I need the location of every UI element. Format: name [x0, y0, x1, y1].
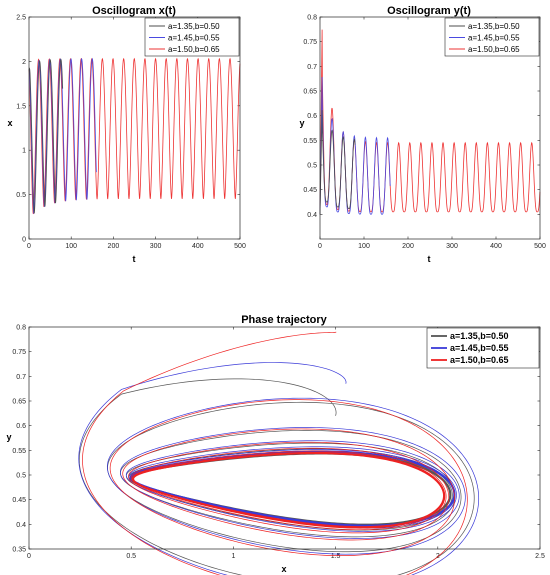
- y-axis-label: x: [7, 118, 12, 128]
- y-tick-label: 0.6: [16, 423, 26, 430]
- y-tick-label: 1: [22, 148, 26, 155]
- series-line: [319, 110, 356, 215]
- x-tick-label: 0.5: [126, 553, 136, 560]
- x-tick-label: 300: [150, 243, 162, 250]
- legend-entry: a=1.50,b=0.65: [450, 355, 509, 365]
- x-tick-label: 100: [65, 243, 77, 250]
- series-line: [28, 57, 97, 214]
- y-tick-label: 0.7: [16, 374, 26, 381]
- y-tick-label: 0.45: [12, 497, 26, 504]
- legend-entry: a=1.45,b=0.55: [468, 34, 520, 43]
- chart-phase-trajectory: Phase trajectory x y 0 0.5 1 1.5 2 2.50.350.4…: [6, 314, 545, 575]
- legend-entry: a=1.50,b=0.65: [468, 45, 520, 54]
- chart-title: Phase trajectory: [241, 314, 327, 326]
- x-tick-label: 400: [490, 243, 502, 250]
- x-tick-label: 0: [27, 553, 31, 560]
- y-tick-label: 0.8: [16, 325, 26, 332]
- y-tick-label: 0.6: [307, 113, 317, 120]
- y-axis-label: y: [6, 432, 11, 442]
- limit-cycle: [132, 452, 445, 528]
- legend-entry: a=1.35,b=0.50: [450, 331, 509, 341]
- x-axis-label: t: [428, 254, 431, 264]
- x-tick-label: 0: [27, 243, 31, 250]
- x-axis-label: t: [133, 254, 136, 264]
- x-tick-label: 200: [402, 243, 414, 250]
- x-tick-label: 0: [318, 243, 322, 250]
- legend-entry: a=1.45,b=0.55: [168, 34, 220, 43]
- y-tick-label: 0.35: [12, 547, 26, 554]
- chart-oscillogram-x: Oscillogram x(t) t x 0 100 200 300 400 500 0 0.…: [7, 5, 245, 264]
- y-tick-label: 2: [22, 59, 26, 66]
- y-tick-label: 2.5: [16, 15, 26, 22]
- y-tick-label: 1.5: [16, 103, 26, 110]
- y-tick-label: 0.55: [12, 448, 26, 455]
- axes-frame: [319, 16, 541, 240]
- y-tick-label: 0: [22, 237, 26, 244]
- series-line: [28, 58, 64, 214]
- y-tick-label: 0.5: [307, 163, 317, 170]
- y-tick-label: 0.65: [303, 89, 317, 96]
- y-tick-label: 0.45: [303, 187, 317, 194]
- x-tick-label: 100: [358, 243, 370, 250]
- axes-frame: [28, 326, 541, 550]
- x-tick-label: 300: [446, 243, 458, 250]
- x-axis-label: x: [281, 564, 286, 574]
- chart-oscillogram-y: Oscillogram y(t) t y 0 100 200 300 400 500 0.4…: [299, 5, 545, 264]
- x-tick-label: 1: [231, 553, 235, 560]
- chart-title: Oscillogram y(t): [387, 5, 471, 17]
- y-tick-label: 0.7: [307, 64, 317, 71]
- legend-entry: a=1.35,b=0.50: [468, 22, 520, 31]
- y-tick-label: 0.8: [307, 15, 317, 22]
- y-tick-label: 0.65: [12, 399, 26, 406]
- x-tick-label: 1.5: [331, 553, 341, 560]
- y-tick-label: 0.4: [16, 522, 26, 529]
- legend-entry: a=1.50,b=0.65: [168, 45, 220, 54]
- x-tick-label: 500: [234, 243, 246, 250]
- series-line: [28, 57, 241, 215]
- y-tick-label: 0.75: [303, 39, 317, 46]
- x-tick-label: 400: [192, 243, 204, 250]
- x-tick-label: 200: [108, 243, 120, 250]
- x-tick-label: 500: [534, 243, 546, 250]
- y-tick-label: 0.55: [303, 138, 317, 145]
- axes-frame: [28, 16, 241, 240]
- y-tick-label: 0.5: [16, 192, 26, 199]
- legend-entry: a=1.35,b=0.50: [168, 22, 220, 31]
- y-tick-label: 0.4: [307, 212, 317, 219]
- y-tick-label: 0.5: [16, 473, 26, 480]
- x-tick-label: 2.5: [535, 553, 545, 560]
- y-axis-label: y: [299, 118, 304, 128]
- legend-entry: a=1.45,b=0.55: [450, 343, 509, 353]
- chart-title: Oscillogram x(t): [92, 5, 176, 17]
- y-tick-label: 0.75: [12, 349, 26, 356]
